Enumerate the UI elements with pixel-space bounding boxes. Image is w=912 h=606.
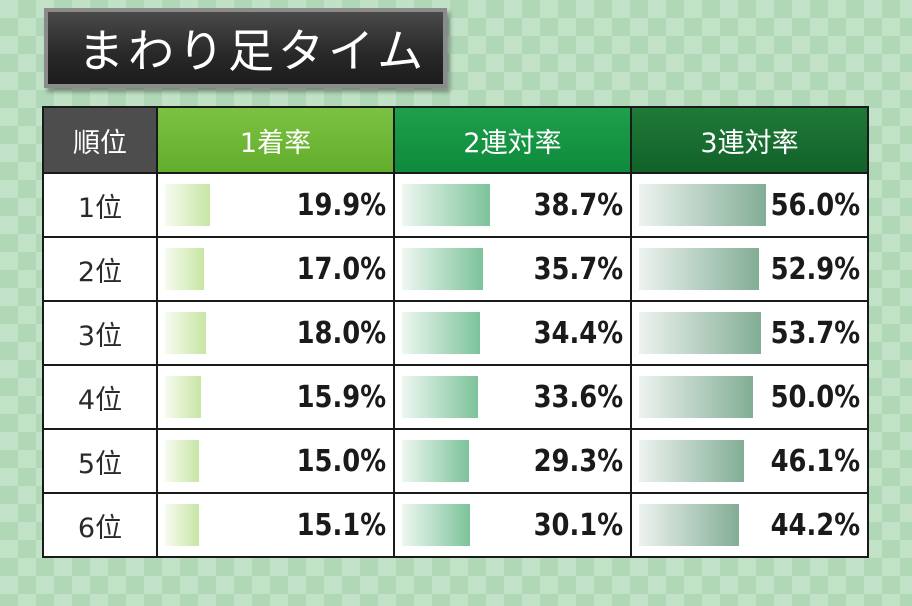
- win-rate-cell: 15.9%: [156, 364, 395, 430]
- place3-rate-value: 46.1%: [770, 443, 860, 479]
- rank-cell: 1位: [42, 172, 158, 238]
- win-rate-value: 17.0%: [296, 251, 386, 287]
- place2-rate-bar: [402, 440, 469, 482]
- win-rate-value: 15.1%: [296, 507, 386, 543]
- win-rate-cell: 15.0%: [156, 428, 395, 494]
- place2-rate-value: 33.6%: [533, 379, 623, 415]
- place2-rate-bar: [402, 376, 478, 418]
- place3-rate-bar: [639, 312, 761, 354]
- place3-rate-cell: 53.7%: [630, 300, 869, 366]
- place2-rate-cell: 33.6%: [393, 364, 632, 430]
- place2-rate-value: 34.4%: [533, 315, 623, 351]
- place3-rate-value: 50.0%: [770, 379, 860, 415]
- place3-rate-cell: 52.9%: [630, 236, 869, 302]
- place2-rate-bar: [402, 248, 483, 290]
- place3-rate-cell: 56.0%: [630, 172, 869, 238]
- place2-rate-cell: 38.7%: [393, 172, 632, 238]
- win-rate-bar: [165, 248, 204, 290]
- place3-rate-value: 56.0%: [770, 187, 860, 223]
- place3-rate-bar: [639, 376, 753, 418]
- header-row: 順位 1着率 2連対率 3連対率: [42, 106, 869, 174]
- win-rate-bar: [165, 312, 206, 354]
- place2-rate-value: 29.3%: [533, 443, 623, 479]
- table-row: 4位 15.9% 33.6% 50.0%: [42, 364, 869, 430]
- place3-rate-value: 53.7%: [770, 315, 860, 351]
- win-rate-value: 19.9%: [296, 187, 386, 223]
- table-row: 2位 17.0% 35.7% 52.9%: [42, 236, 869, 302]
- win-rate-bar: [165, 504, 199, 546]
- win-rate-bar: [165, 184, 210, 226]
- place2-rate-bar: [402, 504, 470, 546]
- table-row: 5位 15.0% 29.3% 46.1%: [42, 428, 869, 494]
- top2-rate-column-header: 2連対率: [393, 106, 632, 174]
- rank-cell: 2位: [42, 236, 158, 302]
- top3-rate-column-header: 3連対率: [630, 106, 869, 174]
- rank-cell: 3位: [42, 300, 158, 366]
- place2-rate-value: 30.1%: [533, 507, 623, 543]
- place3-rate-cell: 46.1%: [630, 428, 869, 494]
- win-rate-bar: [165, 376, 201, 418]
- place2-rate-bar: [402, 184, 490, 226]
- place3-rate-value: 44.2%: [770, 507, 860, 543]
- win-rate-value: 15.0%: [296, 443, 386, 479]
- win-rate-cell: 17.0%: [156, 236, 395, 302]
- place3-rate-bar: [639, 184, 766, 226]
- table-row: 3位 18.0% 34.4% 53.7%: [42, 300, 869, 366]
- win-rate-value: 18.0%: [296, 315, 386, 351]
- place3-rate-bar: [639, 440, 744, 482]
- chart-title: まわり足タイム: [78, 24, 428, 78]
- win-rate-bar: [165, 440, 199, 482]
- place3-rate-value: 52.9%: [770, 251, 860, 287]
- place2-rate-bar: [402, 312, 480, 354]
- win-rate-value: 15.9%: [296, 379, 386, 415]
- win-rate-cell: 15.1%: [156, 492, 395, 558]
- place3-rate-bar: [639, 504, 739, 546]
- rank-cell: 4位: [42, 364, 158, 430]
- place2-rate-value: 35.7%: [533, 251, 623, 287]
- rank-cell: 6位: [42, 492, 158, 558]
- title-banner: まわり足タイム: [44, 8, 447, 88]
- place2-rate-cell: 35.7%: [393, 236, 632, 302]
- place2-rate-cell: 30.1%: [393, 492, 632, 558]
- place2-rate-cell: 29.3%: [393, 428, 632, 494]
- place2-rate-cell: 34.4%: [393, 300, 632, 366]
- rank-column-header: 順位: [42, 106, 158, 174]
- place3-rate-cell: 50.0%: [630, 364, 869, 430]
- rank-cell: 5位: [42, 428, 158, 494]
- place2-rate-value: 38.7%: [533, 187, 623, 223]
- win-rate-column-header: 1着率: [156, 106, 395, 174]
- place3-rate-cell: 44.2%: [630, 492, 869, 558]
- place3-rate-bar: [639, 248, 759, 290]
- win-rate-cell: 18.0%: [156, 300, 395, 366]
- table-row: 1位 19.9% 38.7% 56.0%: [42, 172, 869, 238]
- stats-table: 順位 1着率 2連対率 3連対率 1位 19.9% 38.7% 56.0% 2位 17.0…: [42, 106, 869, 558]
- table-row: 6位 15.1% 30.1% 44.2%: [42, 492, 869, 558]
- win-rate-cell: 19.9%: [156, 172, 395, 238]
